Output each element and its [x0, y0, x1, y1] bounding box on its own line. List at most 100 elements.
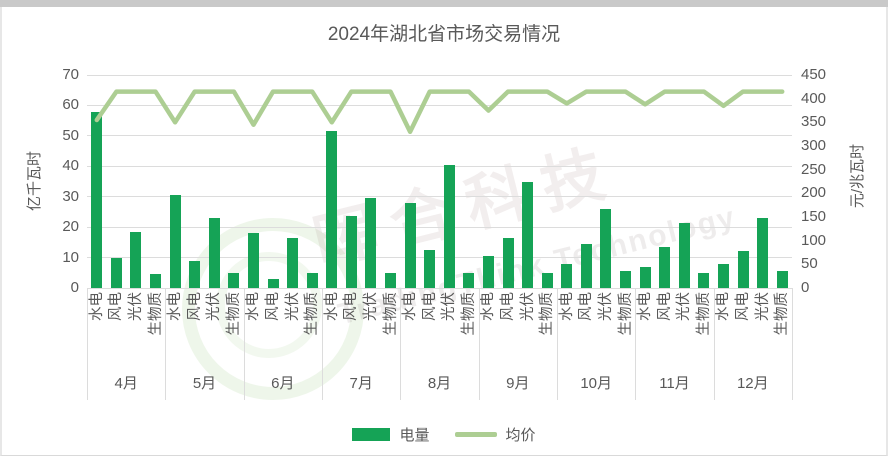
category-label: 水电: [323, 292, 340, 321]
category-label: 生物质: [147, 292, 164, 336]
plot-area: [87, 74, 792, 289]
chart-card: 晖合科技 TradingThink Technology 2024年湖北省市场交…: [0, 7, 888, 456]
category-label: 风电: [735, 292, 752, 321]
bar: [541, 272, 553, 288]
bar: [247, 233, 259, 288]
left-axis-tick: 50: [62, 126, 79, 144]
gridline: [87, 226, 792, 228]
group-separator: [165, 288, 167, 400]
bar: [443, 164, 455, 288]
window-top-strip: [0, 0, 888, 7]
bar: [737, 251, 749, 288]
bar: [385, 272, 397, 288]
category-label: 光伏: [206, 292, 223, 321]
month-label: 12月: [736, 375, 769, 392]
bar: [110, 257, 122, 288]
gridline: [87, 196, 792, 198]
bar: [345, 216, 357, 288]
category-label: 生物质: [304, 292, 321, 336]
bar: [189, 260, 201, 288]
category-label: 水电: [167, 292, 184, 321]
category-label: 生物质: [225, 292, 242, 336]
right-axis-tick: 200: [801, 184, 827, 202]
gridline: [87, 135, 792, 137]
bar: [659, 246, 671, 288]
category-label: 光伏: [284, 292, 301, 321]
group-separator: [557, 288, 558, 400]
group-separator: [635, 288, 637, 400]
category-label: 生物质: [460, 292, 477, 336]
group-separator: [243, 288, 245, 400]
category-label: 光伏: [362, 292, 379, 321]
bar: [463, 272, 475, 288]
bar: [267, 278, 279, 288]
month-label: 8月: [427, 375, 452, 392]
right-axis-tick: 250: [801, 160, 827, 178]
bar: [580, 243, 592, 288]
gridline: [87, 257, 792, 259]
month-label: 9月: [506, 375, 530, 392]
left-axis-tick: 60: [62, 96, 79, 114]
bar: [502, 237, 514, 288]
category-label: 光伏: [597, 292, 614, 321]
category-label: 生物质: [382, 292, 399, 336]
right-axis-tick: 450: [801, 66, 827, 83]
group-separator: [400, 288, 402, 400]
category-label: 风电: [343, 292, 360, 321]
right-axis-tick: 50: [801, 255, 818, 273]
bar: [365, 198, 377, 288]
category-label: 风电: [108, 292, 125, 321]
right-axis-tick: 300: [801, 137, 827, 154]
category-label: 光伏: [441, 292, 458, 321]
category-label: 生物质: [539, 292, 556, 336]
bar: [287, 237, 299, 288]
left-axis-tick: 40: [62, 157, 79, 175]
bar: [698, 272, 710, 288]
group-separator: [87, 288, 88, 400]
category-label: 风电: [500, 292, 517, 321]
right-axis-tick: 400: [801, 89, 827, 107]
bar: [482, 256, 494, 288]
gridline: [87, 287, 792, 289]
bar: [600, 208, 612, 288]
left-axis-tick: 0: [70, 279, 79, 296]
group-separator: [792, 288, 793, 400]
chart-title: 2024年湖北省市场交易情况: [327, 24, 561, 45]
month-label: 7月: [349, 375, 373, 392]
category-label: 水电: [715, 292, 732, 321]
bar: [130, 231, 142, 288]
left-axis-tick: 20: [62, 218, 79, 236]
category-label: 风电: [578, 292, 595, 321]
legend-label-bar-series: 电量: [399, 427, 430, 444]
left-axis-tick: 10: [62, 248, 79, 266]
bar: [757, 218, 769, 288]
bar: [150, 274, 162, 288]
category-label: 风电: [186, 292, 203, 321]
bar: [91, 111, 103, 288]
average-price-line: [94, 89, 785, 135]
bar: [404, 202, 416, 288]
category-label: 光伏: [754, 292, 771, 321]
group-separator: [478, 288, 480, 400]
category-label: 水电: [245, 292, 262, 321]
gridline: [87, 165, 792, 167]
month-label: 11月: [659, 375, 690, 392]
group-separator: [322, 288, 323, 400]
category-label: 风电: [421, 292, 438, 321]
bar: [620, 271, 632, 288]
category-label: 生物质: [695, 292, 712, 336]
right-axis-tick: 350: [801, 113, 827, 131]
gridline: [87, 74, 792, 76]
bar: [228, 272, 240, 288]
category-label: 风电: [656, 292, 673, 321]
category-label: 水电: [558, 292, 575, 321]
month-label: 4月: [114, 375, 138, 392]
bar: [169, 195, 181, 288]
bar: [639, 266, 651, 288]
bar: [306, 272, 318, 288]
bar: [776, 271, 788, 288]
bar: [424, 249, 436, 288]
category-label: 光伏: [676, 292, 693, 321]
category-label: 水电: [637, 292, 654, 321]
left-axis-tick: 70: [62, 66, 79, 83]
